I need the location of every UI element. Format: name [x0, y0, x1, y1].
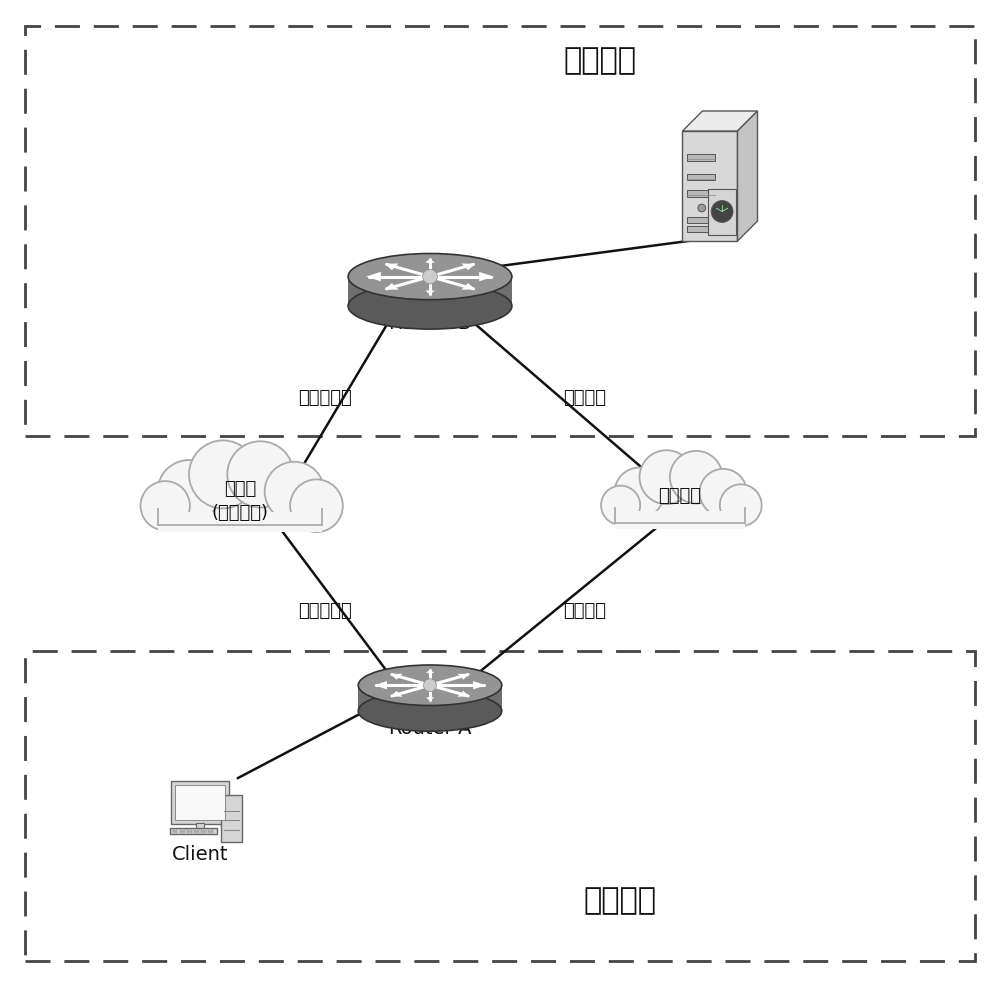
Circle shape [670, 451, 723, 504]
Circle shape [227, 442, 294, 508]
Polygon shape [426, 697, 434, 701]
Circle shape [141, 481, 190, 530]
FancyBboxPatch shape [187, 829, 192, 830]
Text: Router-A: Router-A [388, 720, 472, 739]
Circle shape [720, 484, 762, 527]
FancyBboxPatch shape [180, 829, 185, 830]
Polygon shape [385, 263, 399, 270]
FancyBboxPatch shape [194, 829, 199, 830]
Circle shape [670, 451, 723, 504]
Polygon shape [473, 681, 486, 689]
FancyBboxPatch shape [170, 828, 216, 834]
FancyBboxPatch shape [173, 829, 177, 830]
Polygon shape [390, 673, 402, 679]
FancyBboxPatch shape [687, 154, 715, 161]
Text: Router-B: Router-B [388, 315, 472, 333]
Circle shape [640, 451, 694, 504]
FancyBboxPatch shape [158, 504, 322, 532]
Text: 主线路: 主线路 [224, 480, 256, 498]
FancyBboxPatch shape [196, 822, 204, 829]
Ellipse shape [348, 253, 512, 300]
Circle shape [189, 441, 257, 509]
Polygon shape [425, 291, 435, 295]
Circle shape [424, 678, 436, 692]
FancyBboxPatch shape [615, 511, 745, 529]
Polygon shape [385, 283, 399, 290]
Polygon shape [461, 263, 475, 270]
Text: Client: Client [172, 844, 228, 864]
Polygon shape [374, 681, 387, 689]
Text: 备份线路: 备份线路 [564, 389, 606, 407]
Circle shape [290, 479, 343, 532]
FancyBboxPatch shape [201, 831, 206, 833]
Polygon shape [737, 111, 758, 241]
Ellipse shape [358, 691, 502, 732]
Polygon shape [426, 669, 434, 673]
Circle shape [158, 460, 220, 523]
Polygon shape [366, 272, 381, 281]
Circle shape [615, 467, 664, 518]
FancyBboxPatch shape [173, 831, 177, 833]
Polygon shape [390, 691, 402, 697]
Circle shape [615, 467, 664, 518]
FancyBboxPatch shape [184, 828, 216, 832]
FancyBboxPatch shape [208, 831, 213, 833]
FancyBboxPatch shape [687, 190, 715, 197]
FancyBboxPatch shape [687, 226, 715, 232]
Polygon shape [358, 685, 502, 711]
Polygon shape [682, 131, 737, 241]
Circle shape [698, 204, 706, 212]
Text: 以太网接入: 以太网接入 [298, 602, 352, 620]
FancyBboxPatch shape [180, 831, 185, 833]
FancyBboxPatch shape [708, 189, 736, 236]
FancyBboxPatch shape [221, 795, 242, 841]
Circle shape [141, 481, 190, 530]
Circle shape [601, 486, 640, 525]
Polygon shape [348, 277, 512, 306]
FancyBboxPatch shape [194, 831, 199, 833]
FancyBboxPatch shape [171, 781, 229, 824]
FancyBboxPatch shape [175, 785, 225, 820]
Circle shape [423, 269, 437, 284]
Circle shape [700, 469, 747, 516]
FancyBboxPatch shape [208, 829, 213, 830]
Polygon shape [682, 111, 758, 131]
Text: (广播链路): (广播链路) [212, 504, 268, 522]
FancyBboxPatch shape [687, 217, 715, 224]
Ellipse shape [358, 665, 502, 705]
Polygon shape [458, 691, 470, 697]
Circle shape [158, 460, 220, 523]
Circle shape [265, 461, 324, 522]
FancyBboxPatch shape [158, 513, 322, 532]
Polygon shape [425, 258, 435, 262]
Circle shape [290, 479, 343, 532]
FancyBboxPatch shape [187, 831, 192, 833]
Circle shape [189, 441, 257, 509]
FancyBboxPatch shape [201, 829, 206, 830]
Circle shape [227, 442, 294, 508]
FancyBboxPatch shape [615, 504, 745, 529]
Text: 以太网接入: 以太网接入 [298, 389, 352, 407]
Text: 备份线路: 备份线路 [564, 602, 606, 620]
Polygon shape [479, 272, 494, 281]
Circle shape [265, 461, 324, 522]
Circle shape [711, 200, 733, 223]
Circle shape [720, 484, 762, 527]
Circle shape [640, 451, 694, 504]
Text: 备份线路: 备份线路 [658, 487, 702, 505]
Circle shape [601, 486, 640, 525]
Text: 分支机构: 分支机构 [584, 886, 656, 915]
FancyBboxPatch shape [687, 174, 715, 180]
Ellipse shape [348, 283, 512, 329]
Polygon shape [458, 673, 470, 679]
Text: 总部机构: 总部机构 [564, 46, 637, 76]
Circle shape [700, 469, 747, 516]
Polygon shape [461, 283, 475, 290]
